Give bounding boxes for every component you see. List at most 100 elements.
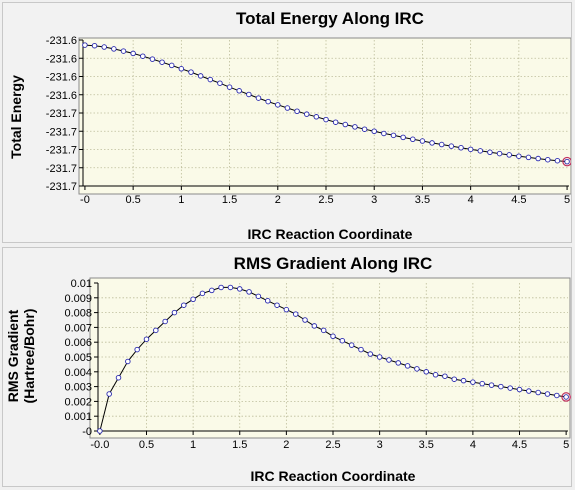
data-point[interactable] xyxy=(130,50,136,57)
data-point[interactable] xyxy=(410,136,416,143)
data-point[interactable] xyxy=(367,351,374,357)
data-point[interactable] xyxy=(563,394,569,400)
data-point[interactable] xyxy=(101,44,107,50)
data-point[interactable] xyxy=(432,372,439,378)
data-point[interactable] xyxy=(292,311,299,317)
data-point[interactable] xyxy=(442,373,448,379)
data-point[interactable] xyxy=(545,156,551,163)
data-point[interactable] xyxy=(371,128,377,134)
data-point[interactable] xyxy=(294,108,300,114)
data-point[interactable] xyxy=(226,84,233,90)
data-point[interactable] xyxy=(516,153,522,159)
data-point[interactable] xyxy=(506,152,512,158)
data-point[interactable] xyxy=(496,150,503,157)
data-point[interactable] xyxy=(274,302,280,308)
data-point[interactable] xyxy=(255,293,262,300)
data-point[interactable] xyxy=(535,389,541,396)
data-point[interactable] xyxy=(313,114,320,120)
data-point[interactable] xyxy=(159,59,165,65)
data-point[interactable] xyxy=(275,102,281,108)
data-point[interactable] xyxy=(134,346,140,353)
data-point[interactable] xyxy=(423,369,430,375)
data-point[interactable] xyxy=(143,336,150,342)
data-point[interactable] xyxy=(311,323,318,329)
data-point[interactable] xyxy=(429,140,435,146)
data-point[interactable] xyxy=(227,284,234,291)
data-point[interactable] xyxy=(544,391,551,397)
data-point[interactable] xyxy=(479,380,485,387)
data-point[interactable] xyxy=(390,132,397,139)
current-point-marker[interactable] xyxy=(561,392,571,402)
data-point[interactable] xyxy=(97,428,103,434)
data-point[interactable] xyxy=(111,46,117,52)
data-point[interactable] xyxy=(149,56,156,62)
data-point[interactable] xyxy=(507,385,513,391)
data-point[interactable] xyxy=(236,88,242,94)
data-point[interactable] xyxy=(217,80,223,86)
data-point[interactable] xyxy=(218,284,224,291)
data-point[interactable] xyxy=(332,119,339,125)
data-point[interactable] xyxy=(348,342,355,348)
data-point[interactable] xyxy=(339,337,346,344)
data-point[interactable] xyxy=(188,69,194,75)
data-point[interactable] xyxy=(168,62,175,69)
data-point[interactable] xyxy=(526,388,532,394)
data-point[interactable] xyxy=(303,111,310,117)
data-point[interactable] xyxy=(451,376,457,382)
data-point[interactable] xyxy=(358,346,364,353)
data-point[interactable] xyxy=(82,42,88,48)
data-point[interactable] xyxy=(190,296,196,303)
data-point[interactable] xyxy=(284,105,291,111)
data-point[interactable] xyxy=(467,146,474,153)
data-point[interactable] xyxy=(458,144,464,151)
data-point[interactable] xyxy=(381,130,387,137)
data-point[interactable] xyxy=(115,374,122,381)
data-point[interactable] xyxy=(535,155,541,162)
data-point[interactable] xyxy=(376,354,383,360)
data-point[interactable] xyxy=(178,66,185,72)
data-point[interactable] xyxy=(516,386,523,393)
data-point[interactable] xyxy=(236,286,243,292)
data-point[interactable] xyxy=(400,134,406,141)
data-point[interactable] xyxy=(283,306,290,313)
data-point[interactable] xyxy=(246,289,252,295)
data-point[interactable] xyxy=(404,363,411,369)
data-point[interactable] xyxy=(171,309,178,316)
current-point-marker[interactable] xyxy=(562,156,571,167)
data-point[interactable] xyxy=(153,327,159,334)
data-point[interactable] xyxy=(320,327,327,334)
data-point[interactable] xyxy=(487,149,493,156)
data-point[interactable] xyxy=(470,379,476,385)
data-point[interactable] xyxy=(120,48,127,54)
data-point[interactable] xyxy=(106,391,112,397)
data-point[interactable] xyxy=(448,143,455,149)
data-point[interactable] xyxy=(554,157,561,164)
data-point[interactable] xyxy=(554,392,560,399)
data-point[interactable] xyxy=(264,298,271,304)
data-point[interactable] xyxy=(342,121,349,128)
data-point[interactable] xyxy=(498,383,504,390)
data-point[interactable] xyxy=(460,377,467,384)
data-point[interactable] xyxy=(181,302,187,308)
data-point[interactable] xyxy=(395,360,402,366)
data-point[interactable] xyxy=(323,116,329,123)
data-point[interactable] xyxy=(361,126,368,132)
data-point[interactable] xyxy=(438,141,445,148)
data-point[interactable] xyxy=(477,148,484,154)
data-point[interactable] xyxy=(255,95,262,101)
data-point[interactable] xyxy=(162,318,168,325)
data-point[interactable] xyxy=(91,42,98,49)
data-point[interactable] xyxy=(352,124,358,130)
data-point[interactable] xyxy=(207,76,214,83)
data-point[interactable] xyxy=(199,290,206,297)
data-point[interactable] xyxy=(414,366,420,372)
data-point[interactable] xyxy=(209,287,215,294)
data-point[interactable] xyxy=(488,382,495,388)
data-point[interactable] xyxy=(246,91,252,98)
data-point[interactable] xyxy=(419,138,426,144)
data-point[interactable] xyxy=(140,53,146,59)
data-point[interactable] xyxy=(386,357,392,363)
data-point[interactable] xyxy=(125,358,131,365)
data-point[interactable] xyxy=(197,73,204,79)
data-point[interactable] xyxy=(302,317,308,323)
